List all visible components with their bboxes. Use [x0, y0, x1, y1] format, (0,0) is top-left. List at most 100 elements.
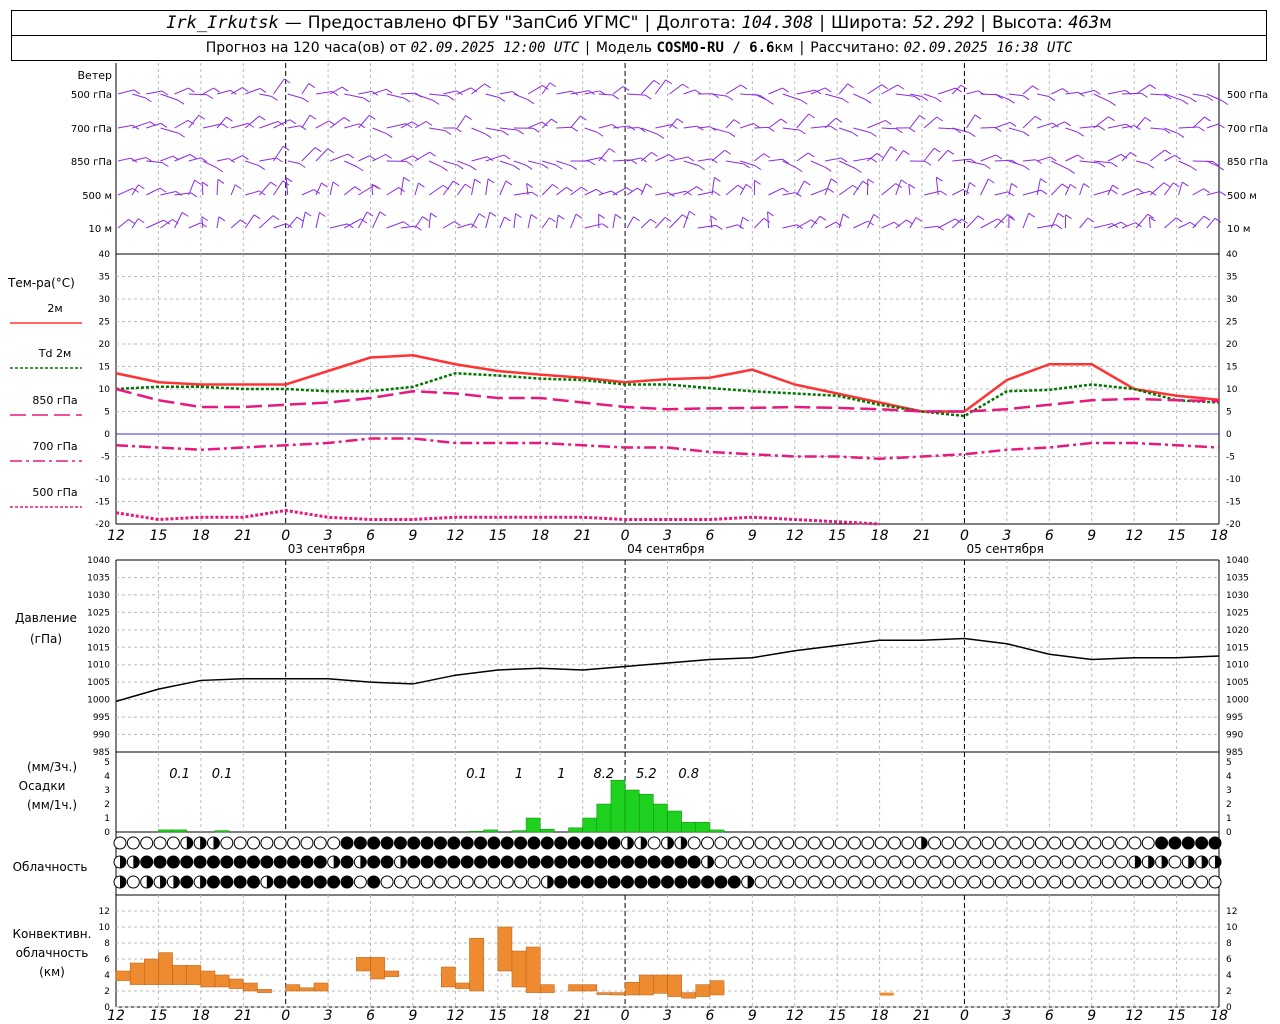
cloud-symbol: [661, 875, 674, 889]
wind-barb-feather: [270, 181, 277, 187]
cloud-symbol: [807, 855, 821, 869]
cloud-symbol: [580, 855, 594, 869]
wind-barb: [513, 191, 533, 196]
cloud-symbol-half: [173, 876, 180, 888]
cloud-symbol: [1074, 875, 1088, 889]
wind-barb: [640, 152, 652, 162]
wind-barb-feather: [694, 89, 702, 95]
wind-barb-feather: [566, 186, 573, 192]
wind-barb-feather: [1181, 181, 1189, 187]
precip-bar: [681, 821, 697, 833]
wind-barb: [485, 154, 505, 162]
wind-barb: [457, 160, 471, 167]
wind-barb: [881, 84, 898, 95]
convective-tick-label-right: 6: [1226, 955, 1232, 965]
wind-barb-feather: [713, 191, 721, 197]
wind-barb: [584, 90, 600, 95]
wind-barb-feather: [385, 154, 392, 159]
pressure-tick-label-right: 990: [1226, 731, 1243, 741]
cloud-symbol: [193, 855, 207, 869]
cloud-symbol: [447, 836, 461, 850]
wind-level-label: 500 гПа: [71, 90, 112, 101]
precip-bar: [695, 821, 711, 833]
hour-tick-label: 18: [531, 1008, 549, 1024]
cloud-symbol: [661, 855, 674, 869]
wind-barb: [853, 157, 871, 162]
wind-barb: [1079, 89, 1095, 95]
cloud-symbol: [994, 855, 1008, 869]
wind-barb: [301, 114, 311, 129]
wind-barb: [683, 211, 690, 229]
wind-barb: [951, 84, 962, 95]
wind-barb-feather: [242, 155, 249, 160]
cloud-symbol: [367, 855, 381, 869]
wind-barb-feather: [808, 113, 815, 119]
cloud-symbol: [701, 875, 715, 889]
cloud-symbol: [1008, 875, 1022, 889]
wind-barb-feather: [851, 131, 859, 137]
wind-barb: [372, 211, 381, 229]
wind-barb-feather: [933, 147, 941, 153]
wind-barb-feather: [530, 214, 538, 219]
wind-barb-feather: [347, 223, 354, 229]
wind-barb-feather: [633, 216, 640, 222]
hour-tick-label: 15: [828, 1008, 846, 1024]
wind-barb-feather: [1009, 121, 1017, 127]
wind-barb: [414, 216, 423, 229]
wind-barb-feather: [968, 132, 976, 137]
wind-barb: [966, 215, 979, 229]
pressure-tick-label: 990: [93, 731, 110, 741]
wind-barb-feather: [906, 219, 913, 225]
hour-tick-label: 9: [748, 528, 757, 544]
cloud-symbol: [327, 836, 341, 850]
wind-barb: [471, 213, 480, 229]
wind-barb: [768, 158, 783, 162]
precip-3h-label: 1: [515, 767, 523, 782]
wind-barb-feather: [1203, 188, 1210, 194]
wind-barb: [1121, 222, 1136, 229]
wind-barb: [442, 180, 454, 196]
temp-tick-label: 5: [104, 408, 110, 418]
cloud-symbol: [968, 855, 982, 869]
wind-barb-feather: [1206, 96, 1214, 102]
wind-barb-feather: [644, 94, 652, 100]
wind-barb: [1121, 188, 1138, 196]
wind-barb: [499, 216, 505, 229]
cloud-symbol: [527, 836, 541, 850]
wind-barb-feather: [1175, 217, 1183, 223]
wind-barb-feather: [478, 213, 486, 219]
latitude-label: Широта:: [830, 13, 908, 33]
wind-barb-feather: [505, 180, 513, 186]
convective-tick-label-right: 0: [1226, 1003, 1232, 1013]
wind-barb-feather: [304, 211, 312, 217]
wind-barb-feather: [881, 84, 888, 90]
wind-barb-feather: [754, 179, 761, 185]
wind-barb-feather: [1111, 223, 1119, 228]
cloud-symbol-half: [400, 856, 407, 868]
wind-barb: [1135, 84, 1151, 95]
wind-barb-feather: [1062, 88, 1069, 93]
convective-unit: (км): [39, 965, 65, 979]
cloud-symbol: [567, 875, 581, 889]
wind-barb: [725, 119, 735, 129]
cloud-symbol: [287, 855, 301, 869]
wind-barb-feather: [796, 167, 803, 173]
wind-barb-feather: [272, 215, 280, 221]
wind-barb-feather: [799, 129, 806, 135]
precip-tick-label: 1: [104, 814, 110, 824]
cloud-symbol: [901, 875, 915, 889]
wind-barb-feather: [1094, 89, 1101, 95]
wind-barb: [1065, 91, 1079, 95]
cloud-symbol: [834, 836, 848, 850]
wind-barb: [782, 192, 796, 196]
pressure-tick-label: 1020: [87, 626, 110, 636]
wind-barb-feather: [988, 178, 995, 184]
pressure-tick-label: 985: [93, 748, 110, 758]
precip-unit-3h: (мм/3ч.): [27, 760, 77, 774]
hour-tick-label: 15: [150, 1008, 168, 1024]
convective-bar: [172, 965, 187, 985]
cloud-symbol: [300, 855, 314, 869]
wind-barb-feather: [296, 216, 304, 222]
wind-barb-feather: [432, 99, 440, 105]
wind-barb-feather: [1203, 215, 1211, 221]
